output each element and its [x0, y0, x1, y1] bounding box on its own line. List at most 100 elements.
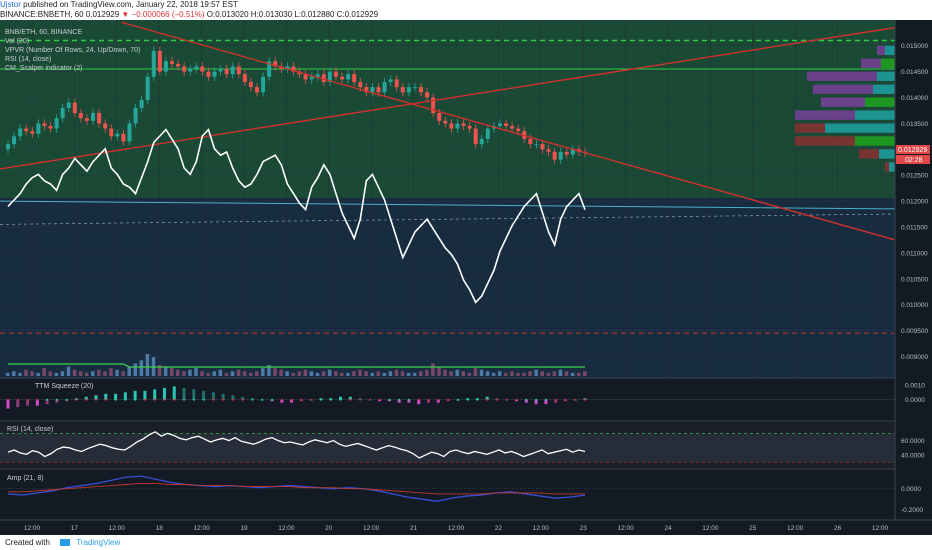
ttm-bar [290, 399, 294, 403]
volume-bar [30, 371, 34, 376]
volume-bar [522, 372, 526, 376]
volume-bar [163, 366, 168, 376]
candle-body [400, 87, 405, 93]
candle-body [6, 144, 10, 150]
candle-body [261, 76, 266, 93]
chart-canvas[interactable]: 0.0150000.0145000.0140000.0135000.013000… [0, 20, 932, 535]
legend-rsi-pane[interactable]: RSI (14, close) [7, 426, 53, 433]
volume-bar [491, 372, 496, 376]
candle-body [321, 74, 326, 82]
candle-body [564, 151, 569, 155]
candle-body [103, 123, 108, 129]
vpvr-up-bar [877, 71, 895, 81]
ttm-squeeze-dot [456, 398, 459, 401]
ttm-squeeze-dot [290, 398, 293, 401]
ttm-bar [35, 399, 39, 406]
publish-line: Ujstor published on TradingView.com, Jan… [0, 0, 932, 9]
volume-bar [485, 371, 490, 376]
candle-body [546, 149, 551, 152]
ttm-squeeze-dot [153, 398, 156, 401]
price-tick-label: 0.010500 [901, 276, 928, 283]
ttm-squeeze-dot [310, 398, 313, 401]
ttm-squeeze-dot [368, 398, 371, 401]
candle-body [157, 50, 162, 72]
volume-bar [133, 363, 138, 376]
ttm-bar [172, 386, 176, 400]
vpvr-up-bar [889, 162, 895, 172]
candle-body [534, 144, 539, 146]
candle-body [169, 61, 174, 64]
time-tick-label: 12:00 [278, 525, 295, 532]
vpvr-up-bar [885, 45, 895, 56]
vpvr-down-bar [885, 162, 889, 172]
trendlines[interactable] [0, 21, 896, 241]
volume-bar [449, 371, 453, 376]
time-tick-label: 12:00 [363, 525, 380, 532]
vpvr-down-bar [859, 149, 879, 159]
ohlc-values: O:0.013020 H:0.013030 L:0.012880 C:0.012… [206, 10, 379, 19]
vpvr-up-bar [879, 149, 895, 159]
ttm-bar [123, 392, 127, 400]
ttm-squeeze-dot [251, 398, 254, 401]
tradingview-brand-link[interactable]: TradingView [76, 538, 121, 547]
candle-body [449, 123, 454, 129]
candle-body [182, 66, 187, 72]
time-axis[interactable] [0, 520, 932, 535]
volume-bar [309, 371, 314, 376]
vpvr-down-bar [795, 136, 855, 146]
ttm-squeeze-dot [339, 398, 342, 401]
volume-bar [443, 369, 447, 376]
volume-bar [42, 368, 46, 376]
ttm-squeeze-dot [329, 398, 332, 401]
ttm-squeeze-dot [407, 398, 410, 401]
candle-body [309, 76, 314, 80]
volume-bar [570, 372, 575, 376]
candle-body [230, 66, 235, 75]
legend-rsi[interactable]: RSI (14, close) [5, 56, 51, 63]
volume-ma-line [8, 363, 585, 368]
candle-body [303, 74, 308, 80]
legend-amp[interactable]: Amp (21, 8) [7, 475, 44, 482]
price-scale[interactable] [895, 20, 932, 520]
price-tick-label: 0.011000 [901, 250, 928, 257]
price-tick-label: 0.014500 [901, 69, 928, 76]
time-tick-label: 12:00 [702, 525, 719, 532]
author-link[interactable]: Ujstor [0, 0, 21, 9]
volume-bar [370, 372, 374, 376]
volume-bar [206, 372, 210, 376]
candle-body [394, 79, 399, 88]
candle-body [340, 76, 345, 80]
legend-ttm[interactable]: TTM Squeeze (20) [35, 383, 93, 390]
volume-bar [78, 371, 83, 376]
candle-body [163, 61, 168, 72]
ttm-squeeze-histogram [0, 386, 895, 409]
time-tick-label: 21 [410, 525, 418, 532]
ttm-squeeze-dot [104, 398, 107, 401]
volume-bar [558, 369, 563, 376]
legend-vol[interactable]: Vol (20) [5, 38, 29, 45]
volume-bar [218, 369, 223, 376]
amp-pane [0, 470, 895, 520]
legend-vpvr[interactable]: VPVR (Number Of Rows, 24, Up/Down, 70) [5, 47, 140, 54]
volume-bar [97, 369, 101, 376]
volume-bar [91, 371, 95, 376]
ttm-squeeze-dot [554, 398, 557, 401]
vpvr-down-bar [795, 110, 855, 120]
volume-bar [303, 369, 308, 376]
legend-symbol[interactable]: BNB/ETH, 60, BINANCE [5, 29, 82, 36]
ttm-squeeze-dot [495, 398, 498, 401]
candle-body [242, 74, 247, 82]
candle-body [267, 61, 272, 77]
candle-body [206, 71, 211, 77]
volume-bar [157, 365, 162, 376]
volume-bar [358, 369, 362, 376]
amp-series-line [8, 483, 585, 495]
ttm-tick-label: 0.0000 [905, 397, 925, 404]
candle-body [540, 144, 545, 150]
amp-tick-label: 0.0000 [901, 486, 921, 493]
symbol-prefix: BINANCE:BNBETH, 60 [0, 10, 84, 19]
down-arrow-icon: ▼ [121, 10, 130, 19]
volume-bar [479, 369, 484, 376]
price-tick-label: 0.009000 [901, 354, 928, 361]
legend-scalper[interactable]: CM_Scalper indicator (2) [5, 65, 82, 72]
